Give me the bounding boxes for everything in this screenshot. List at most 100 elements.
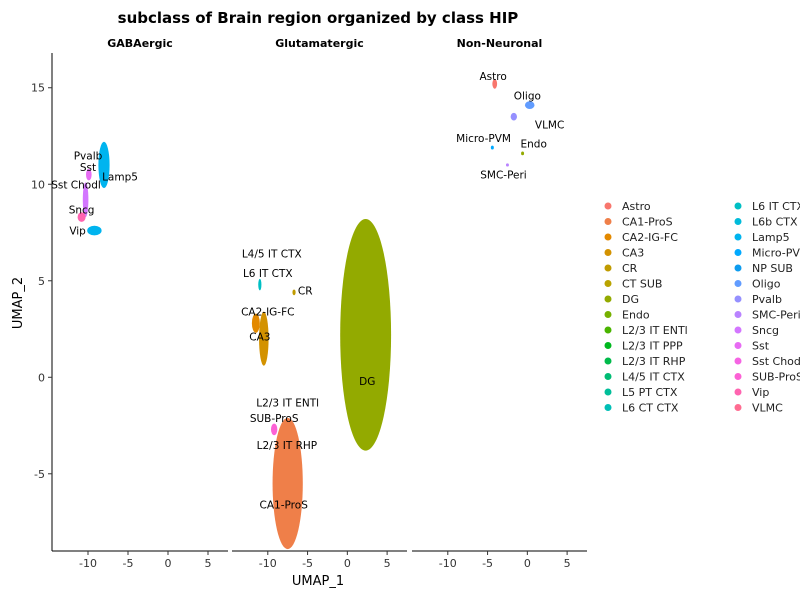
- cluster-label: L2/3 IT ENTl: [256, 397, 319, 409]
- legend-item: Sst Chodl: [734, 355, 800, 368]
- legend-item: L4/5 IT CTX: [604, 371, 685, 384]
- cluster-label: Oligo: [514, 90, 541, 102]
- legend-item: Micro-PVM: [734, 247, 800, 260]
- cluster-label: CA3: [249, 332, 270, 344]
- legend-item: SMC-Peri: [734, 309, 800, 322]
- legend-label: SUB-ProS: [752, 371, 800, 384]
- legend-item: L2/3 IT RHP: [604, 355, 686, 368]
- legend-item: Vip: [734, 386, 769, 399]
- legend-label: Sst Chodl: [752, 355, 800, 368]
- cluster-sst: [86, 168, 92, 181]
- legend-swatch: [604, 404, 612, 411]
- legend-swatch: [734, 326, 742, 334]
- legend: Astro CA1-ProS CA2-IG-FC CA3 CR CT SUB DG Endo L…: [604, 200, 800, 415]
- legend-item: Pvalb: [734, 293, 782, 306]
- y-tick-label: 15: [31, 82, 45, 95]
- cluster-label: L2/3 IT RHP: [257, 440, 317, 452]
- cluster-label: L4/5 IT CTX: [242, 249, 302, 261]
- legend-swatch: [734, 202, 742, 210]
- legend-swatch: [604, 311, 612, 318]
- legend-label: L2/3 IT PPP: [622, 340, 683, 353]
- legend-label: L6 CT CTX: [622, 402, 679, 415]
- legend-item: L6b CTX: [734, 216, 798, 229]
- cluster-label: Sst Chodl: [51, 179, 101, 191]
- cluster-sub-pros: [270, 423, 278, 436]
- legend-label: Endo: [622, 309, 650, 322]
- legend-item: VLMC: [734, 402, 783, 415]
- legend-swatch: [734, 295, 742, 303]
- cluster-label: Pvalb: [74, 150, 103, 162]
- legend-item: Sncg: [734, 324, 779, 337]
- legend-label: Lamp5: [752, 231, 790, 244]
- cluster-label: SMC-Peri: [480, 170, 527, 182]
- cluster-label: Sst: [80, 162, 96, 174]
- legend-label: L5 PT CTX: [622, 386, 678, 399]
- cluster-ca1-pros: [272, 417, 303, 550]
- legend-label: Pvalb: [752, 293, 782, 306]
- legend-swatch: [604, 357, 612, 365]
- legend-label: VLMC: [752, 402, 783, 415]
- cluster-sncg: [82, 182, 89, 218]
- x-tick-label: -5: [302, 557, 313, 570]
- cluster-endo: [521, 151, 525, 156]
- x-axis-title: UMAP_1: [292, 574, 344, 589]
- legend-swatch: [604, 264, 612, 272]
- legend-label: Vip: [752, 386, 769, 399]
- legend-swatch: [734, 373, 742, 380]
- legend-label: CA1-ProS: [622, 216, 673, 229]
- cluster-micro-pvm: [490, 145, 494, 150]
- cluster-label: DG: [359, 376, 375, 388]
- legend-swatch: [734, 218, 742, 225]
- legend-item: CA3: [604, 247, 644, 260]
- legend-swatch: [604, 373, 612, 380]
- legend-item: Lamp5: [734, 231, 790, 244]
- legend-label: L4/5 IT CTX: [622, 371, 685, 384]
- cluster-pvalb: [98, 141, 110, 189]
- cluster-cr: [292, 289, 296, 296]
- legend-swatch: [604, 388, 612, 396]
- legend-item: CT SUB: [604, 278, 662, 291]
- legend-label: DG: [622, 293, 639, 306]
- cluster-label: VLMC: [535, 119, 564, 131]
- x-tick-label: -5: [482, 557, 493, 570]
- cluster-vip: [77, 212, 86, 222]
- legend-item: DG: [604, 293, 639, 306]
- x-tick-label: 0: [524, 557, 531, 570]
- cluster-dg: [340, 219, 392, 451]
- x-tick-label: 5: [384, 557, 391, 570]
- cluster-lamp5: [87, 225, 102, 236]
- legend-swatch: [604, 280, 612, 287]
- legend-label: CA3: [622, 247, 644, 260]
- cluster-label: Micro-PVM: [456, 133, 511, 145]
- cluster-astro: [492, 79, 498, 89]
- legend-label: Astro: [622, 200, 651, 213]
- legend-label: CT SUB: [622, 278, 662, 291]
- cluster-ca3: [259, 311, 269, 366]
- cluster-label: SUB-ProS: [250, 413, 299, 425]
- legend-label: L2/3 IT ENTl: [622, 324, 688, 337]
- legend-swatch: [604, 249, 612, 256]
- y-axis-title: UMAP_2: [11, 277, 26, 329]
- legend-swatch: [734, 280, 742, 287]
- y-tick-label: 5: [38, 275, 45, 288]
- legend-swatch: [604, 218, 612, 225]
- legend-swatch: [734, 357, 742, 365]
- legend-item: Astro: [604, 200, 651, 213]
- cluster-label: Astro: [479, 71, 506, 83]
- legend-swatch: [734, 264, 742, 272]
- cluster-label: Sncg: [69, 204, 95, 216]
- legend-item: SUB-ProS: [734, 371, 800, 384]
- x-tick-label: -10: [439, 557, 457, 570]
- x-tick-label: 0: [344, 557, 351, 570]
- cluster-label: L6 IT CTX: [243, 268, 293, 280]
- cluster-label: CA1-ProS: [260, 500, 309, 512]
- x-tick-label: -10: [259, 557, 277, 570]
- legend-swatch: [734, 404, 742, 411]
- legend-item: CA2-IG-FC: [604, 231, 678, 244]
- legend-label: Micro-PVM: [752, 247, 800, 260]
- legend-label: CA2-IG-FC: [622, 231, 678, 244]
- facet-panel: Non-Neuronal -10 -5 0 5 Astro Oligo VLMC Micro-P…: [412, 37, 587, 570]
